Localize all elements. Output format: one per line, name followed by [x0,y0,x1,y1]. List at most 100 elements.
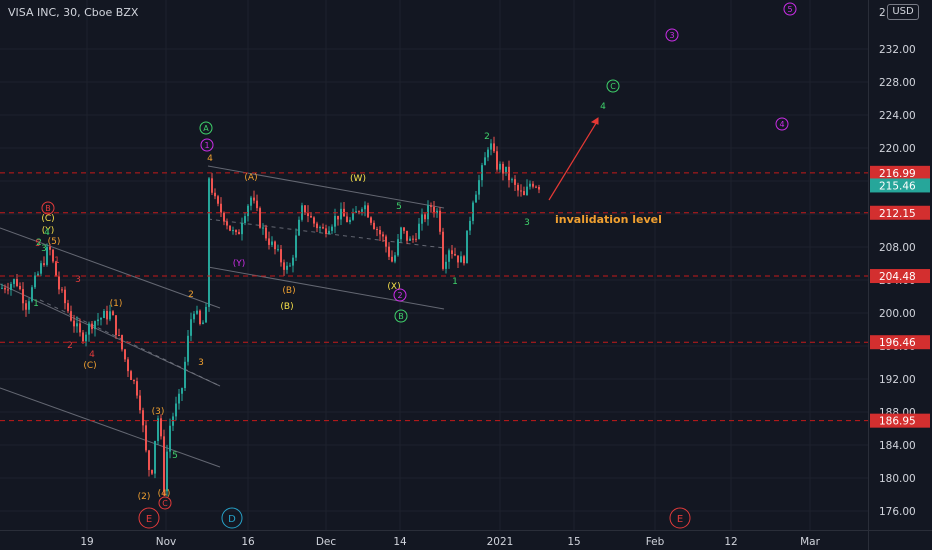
candle-body [7,289,9,291]
candle-body [361,209,363,212]
candle-body [289,265,291,267]
wave-label: (A) [244,173,257,183]
candle-body [103,310,105,318]
candle-body [475,194,477,203]
circled-wave-marker [783,2,797,16]
candle-body [340,208,342,220]
trend-channel-line[interactable] [0,387,221,468]
candle-body [235,230,237,233]
candle-body [511,179,513,181]
wave-label: 2 [36,238,42,248]
price-level-label: 186.95 [879,416,916,428]
circled-wave-label: A [203,124,209,133]
candle-body [25,303,27,310]
candle-body [247,205,249,217]
y-tick-label-partial: 2 [879,7,886,19]
candle-body [208,178,210,307]
candle-body [451,250,453,254]
price-level-badge [870,335,930,350]
wave-label: (Y) [233,259,246,269]
trend-channel-line[interactable] [0,283,221,387]
candle-body [166,451,168,492]
candle-body [76,323,78,327]
candle-body [94,321,96,330]
candle-body [52,249,54,262]
candle-body [490,143,492,150]
candle-body [142,410,144,426]
candle-body [130,371,132,380]
candle-body [31,287,33,302]
candle-body [331,226,333,231]
trend-channel-line[interactable] [0,227,221,309]
circled-wave-label: B [45,204,51,213]
candle-body [70,311,72,321]
y-tick-label: 224.00 [879,110,916,122]
candle-body [118,335,120,337]
x-tick-label: Mar [800,536,820,548]
candle-body [145,425,147,451]
candle-body [334,215,336,227]
candle-body [529,183,531,187]
candle-body [136,381,138,396]
candle-body [106,310,108,320]
candle-body [112,311,114,316]
currency-badge[interactable]: USD [887,4,919,20]
price-level-badge [870,205,930,220]
circled-wave-marker [606,79,620,93]
candle-body [370,217,372,223]
candle-body [97,319,99,322]
candle-body [526,186,528,196]
y-tick-label: 232.00 [879,44,916,56]
candle-body [313,217,315,224]
trend-channel-line[interactable] [207,266,445,310]
y-tick-label: 228.00 [879,77,916,89]
wave-label: 4 [207,154,213,164]
candle-body [517,184,519,191]
candle-body [292,257,294,266]
candle-body [406,230,408,241]
candle-body [157,418,159,441]
candle-body [277,249,279,251]
candle-body [16,279,18,286]
candle-body [391,256,393,262]
candle-body [79,323,81,333]
candle-body [37,273,39,276]
candle-body [385,236,387,247]
candle-body [424,214,426,220]
y-tick-label: 184.00 [879,440,916,452]
candle-body [538,186,540,190]
candle-body [187,335,189,362]
candle-body [436,210,438,214]
candle-body [91,323,93,330]
x-tick-label: 14 [393,536,407,548]
wave-label: 1 [452,277,458,287]
candle-body [238,232,240,235]
candle-body [415,238,417,240]
circled-wave-marker [221,507,243,529]
candle-body [364,205,366,210]
projection-arrow[interactable] [548,119,599,201]
candle-body [163,436,165,492]
candle-body [88,323,90,335]
candle-body [493,143,495,152]
candle-body [139,395,141,411]
candle-body [496,151,498,170]
candle-body [373,222,375,230]
circled-wave-marker [138,507,160,529]
x-tick-label: 15 [567,536,580,548]
candle-body [154,440,156,474]
candle-body [532,183,534,187]
candle-body [514,179,516,185]
candle-body [115,315,117,336]
circled-wave-label: E [677,514,683,525]
candle-body [205,306,207,323]
candle-body [328,230,330,235]
candle-body [274,241,276,250]
wave-label: (X) [387,282,400,292]
candle-body [100,317,102,320]
price-level-label: 212.15 [879,208,916,220]
candle-body [211,178,213,193]
wave-label: (B) [280,302,293,312]
candle-body [22,289,24,304]
